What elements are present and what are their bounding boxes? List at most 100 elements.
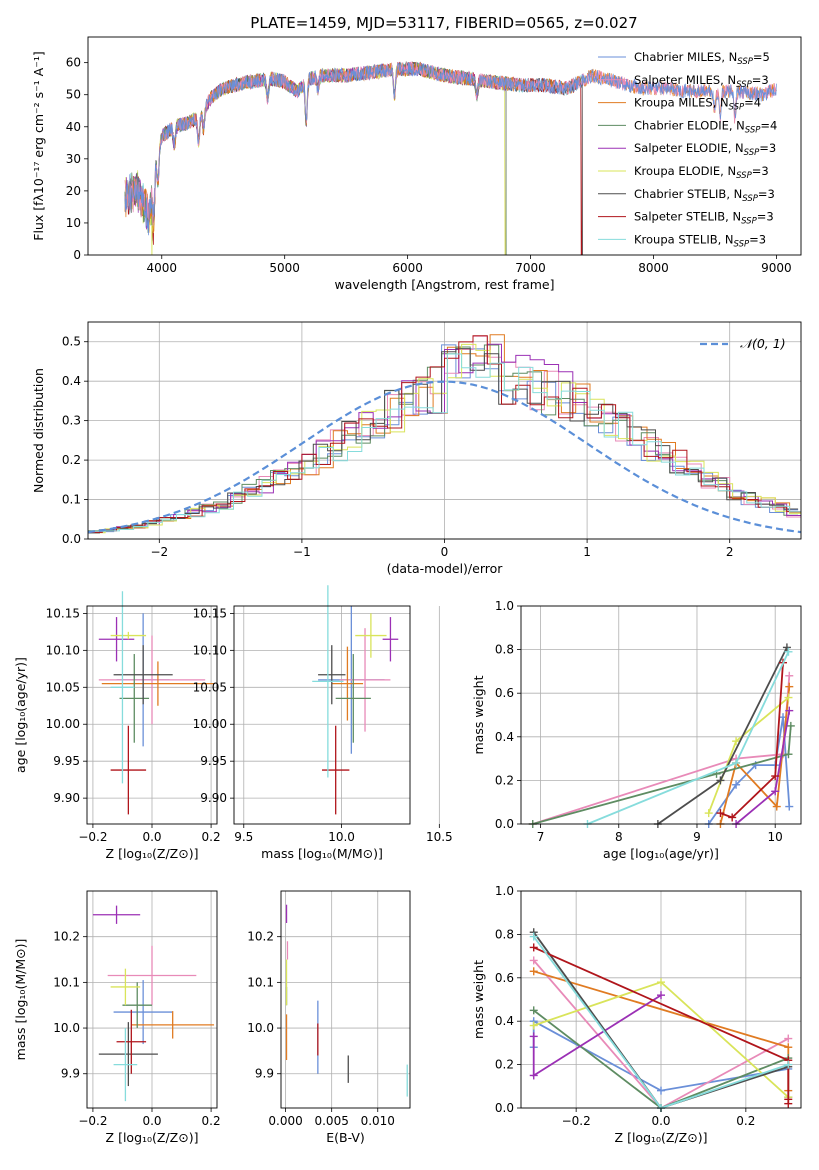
x-tick-label: 10.5 xyxy=(426,830,453,844)
age-mass-weight-chart: 7 8 9 10 0.0 0.2 0.4 0.6 0.8 1.0 age [log₁₀(age/yr… xyxy=(471,599,802,861)
y-tick-label: 10.2 xyxy=(53,930,80,944)
y-tick-label: 9.9 xyxy=(255,1067,274,1081)
x-tick-label: 0.005 xyxy=(314,1114,348,1128)
y-tick-label: 10.05 xyxy=(46,680,80,694)
plot-area xyxy=(92,905,215,1102)
x-tick-label: 0.0 xyxy=(142,830,161,844)
y-tick-label: 9.95 xyxy=(200,754,227,768)
legend-label: Salpeter STELIB, NSSP=3 xyxy=(634,210,774,227)
x-tick-label: 0.0 xyxy=(651,1114,670,1128)
x-tick-label: 10 xyxy=(768,830,783,844)
axes-frame xyxy=(87,321,802,540)
x-tick-label: 0 xyxy=(441,545,449,559)
y-tick-label: 9.9 xyxy=(61,1067,80,1081)
y-tick-label: 0.2 xyxy=(495,1058,514,1072)
y-tick-label: 10.00 xyxy=(193,717,227,731)
x-tick-label: 5000 xyxy=(269,261,300,275)
x-axis-label: mass [log₁₀(M/M⊙)] xyxy=(261,846,383,861)
x-tick-label: 2 xyxy=(726,545,734,559)
ebv-mass-chart: 0.000 0.005 0.010 9.9 10.0 10.1 10.2 E(B-V) xyxy=(247,890,411,1145)
y-tick-label: 10.10 xyxy=(46,643,80,657)
y-tick-label: 40 xyxy=(66,120,81,134)
x-tick-label: 8000 xyxy=(638,261,669,275)
y-tick-label: 0.4 xyxy=(495,1014,514,1028)
legend-label: Salpeter ELODIE, NSSP=3 xyxy=(634,141,776,158)
plot-layer: 4000 5000 6000 7000 8000 90000102030405060wav… xyxy=(13,36,802,1145)
y-tick-label: 1.0 xyxy=(495,599,514,613)
legend-label: Kroupa STELIB, NSSP=3 xyxy=(634,232,766,249)
z-mass-chart: −0.2 0.0 0.2 9.9 10.0 10.1 10.2 Z [log₁₀(Z/Z⊙)]… xyxy=(13,890,221,1145)
figure-title: PLATE=1459, MJD=53117, FIBERID=0565, z=0… xyxy=(250,14,637,32)
y-tick-label: 0.2 xyxy=(495,773,514,787)
x-tick-label: 1 xyxy=(583,545,591,559)
x-tick-label: 10.0 xyxy=(328,830,355,844)
y-tick-label: 10 xyxy=(66,216,81,230)
axes-frame xyxy=(87,36,802,256)
legend-label: 𝒩(0, 1) xyxy=(740,336,786,351)
histogram-legend: 𝒩(0, 1) xyxy=(700,336,786,351)
x-tick-label: 9 xyxy=(693,830,701,844)
x-tick-label: 0.0 xyxy=(142,1114,161,1128)
plot-area xyxy=(124,61,777,255)
axes-frame xyxy=(233,605,411,825)
y-tick-label: 20 xyxy=(66,184,81,198)
y-tick-label: 10.1 xyxy=(53,975,80,989)
y-axis-label: Normed distribution xyxy=(31,368,46,493)
residual-histogram-chart: −2 −1 0 1 2 0.0 0.1 0.2 0.3 0.4 0.5 (data-model)/er… xyxy=(31,321,802,576)
legend-label: Salpeter MILES, NSSP=3 xyxy=(634,73,769,90)
axes-frame xyxy=(520,605,802,825)
axes-frame xyxy=(280,890,411,1109)
x-tick-label: 0.2 xyxy=(202,1114,221,1128)
mass-weight-line xyxy=(532,725,792,825)
y-tick-label: 0.3 xyxy=(62,414,81,428)
legend-label: Kroupa ELODIE, NSSP=3 xyxy=(634,164,769,181)
x-tick-label: 8 xyxy=(615,830,623,844)
y-tick-label: 0.0 xyxy=(62,532,81,546)
histogram-step xyxy=(88,343,801,533)
y-tick-label: 10.10 xyxy=(193,643,227,657)
y-tick-label: 0.8 xyxy=(495,927,514,941)
y-tick-label: 10.0 xyxy=(53,1021,80,1035)
y-tick-label: 0.1 xyxy=(62,493,81,507)
x-tick-label: 0.2 xyxy=(202,830,221,844)
legend-label: Chabrier STELIB, NSSP=3 xyxy=(634,187,775,204)
y-tick-label: 0.5 xyxy=(62,335,81,349)
y-tick-label: 9.90 xyxy=(200,791,227,805)
y-axis-label: mass weight xyxy=(471,960,486,1039)
y-axis-label: age [log₁₀(age/yr)] xyxy=(13,657,28,773)
y-tick-label: 0.2 xyxy=(62,453,81,467)
y-tick-label: 0.4 xyxy=(62,374,81,388)
y-axis-label: mass weight xyxy=(471,675,486,754)
y-tick-label: 9.90 xyxy=(53,791,80,805)
plot-area xyxy=(312,585,399,815)
y-tick-label: 10.00 xyxy=(46,717,80,731)
y-tick-label: 0.6 xyxy=(495,686,514,700)
x-tick-label: 0.2 xyxy=(736,1114,755,1128)
y-tick-label: 0.0 xyxy=(495,1101,514,1115)
axes-frame xyxy=(86,890,218,1109)
y-tick-label: 10.15 xyxy=(46,606,80,620)
y-tick-label: 10.15 xyxy=(193,606,227,620)
y-tick-label: 10.0 xyxy=(247,1021,274,1035)
spectrum-line xyxy=(124,62,777,236)
legend-label: Chabrier MILES, NSSP=5 xyxy=(634,50,770,67)
plot-area xyxy=(285,904,408,1097)
y-tick-label: 0.6 xyxy=(495,971,514,985)
x-axis-label: Z [log₁₀(Z/Z⊙)] xyxy=(106,846,199,861)
y-tick-label: 0.0 xyxy=(495,817,514,831)
y-tick-label: 10.1 xyxy=(247,975,274,989)
x-tick-label: −0.2 xyxy=(78,830,107,844)
x-tick-label: 7000 xyxy=(515,261,546,275)
y-tick-label: 10.05 xyxy=(193,680,227,694)
y-tick-label: 10.2 xyxy=(247,930,274,944)
y-tick-label: 1.0 xyxy=(495,884,514,898)
x-axis-label: age [log₁₀(age/yr)] xyxy=(603,846,719,861)
mass-age-chart: 9.5 10.0 10.5 9.90 9.95 10.00 10.05 10.10 10.15 m… xyxy=(193,585,453,861)
x-tick-label: −0.2 xyxy=(562,1114,591,1128)
y-tick-label: 0 xyxy=(73,248,81,262)
plot-area xyxy=(88,334,801,534)
mass-weight-line xyxy=(720,662,784,819)
y-tick-label: 0.8 xyxy=(495,643,514,657)
x-tick-label: −0.2 xyxy=(78,1114,107,1128)
